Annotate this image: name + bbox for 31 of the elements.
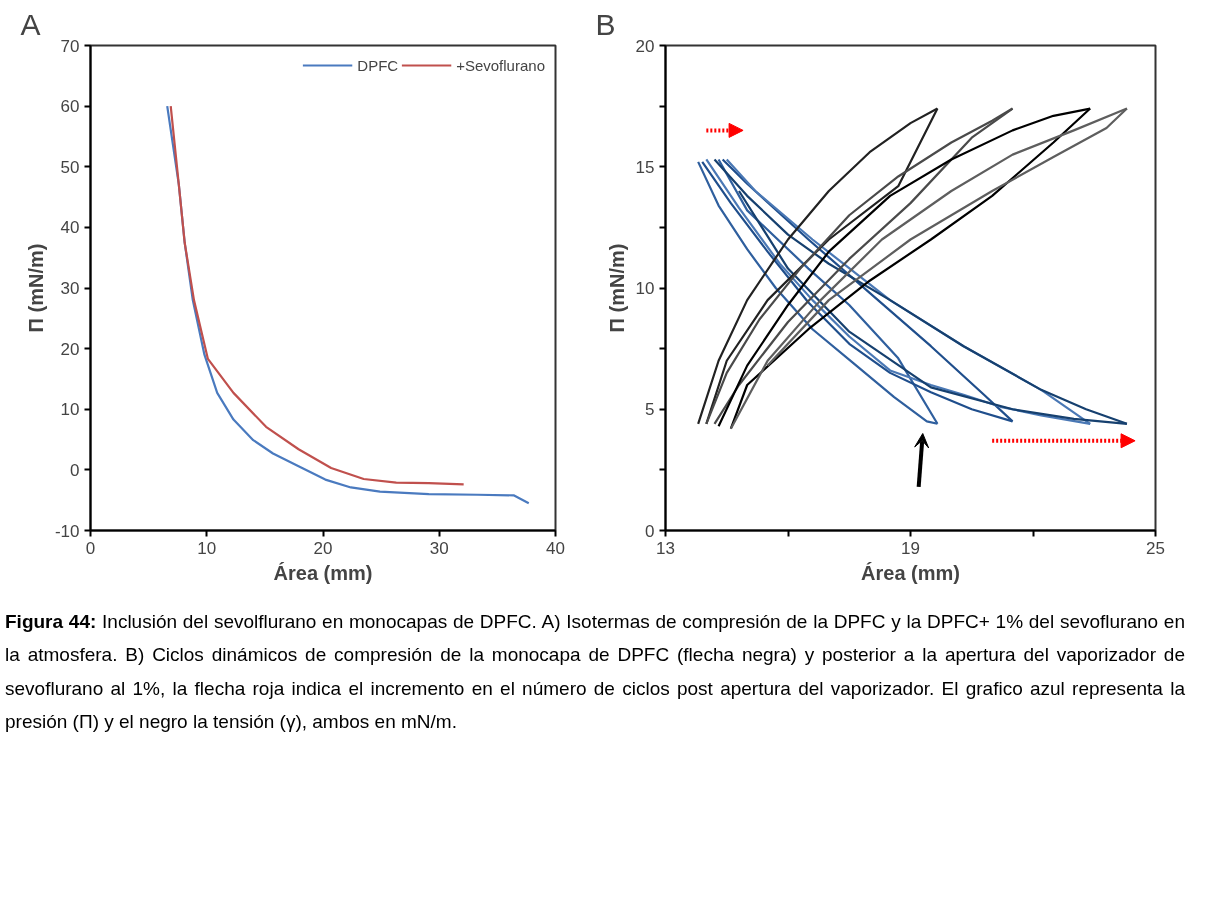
- y-tick-label: 70: [60, 36, 80, 56]
- x-tick-label: 0: [85, 538, 96, 558]
- legend-label: DPFC: [357, 56, 399, 74]
- x-axis-title: Área (mm): [861, 561, 960, 584]
- x-tick-label: 25: [1146, 538, 1165, 558]
- x-tick-label: 10: [197, 538, 217, 558]
- chart-title: B: [595, 7, 616, 41]
- y-tick-label: 20: [60, 339, 80, 359]
- y-tick-label: 60: [60, 97, 80, 117]
- y-axis-title: Π (mN/m): [605, 243, 628, 333]
- y-tick-label: 5: [645, 400, 655, 420]
- text: Figura 44: Inclusión del sevolflurano en monocapas de DPFC. A) Isotermas de compresión de la DPFC y la DPFC+ 1% del sevoflurano en la atmosfera. B) Ciclos dinámicos de compresión de la monocapa de DPFC (flecha negra) y posterior a la apertura del vaporizador de sevoflurano al 1%, la flecha roja indica el incremento en el número de ciclos post apertura del vaporizador. El grafico azul representa la presión (Π) y el negro la tensión (γ), ambos en mN/m.: [5, 610, 1185, 734]
- y-axis-title: Π (mN/m): [24, 243, 47, 333]
- chart-title: A: [20, 7, 41, 41]
- y-tick-label: 20: [635, 36, 655, 56]
- x-tick-label: 40: [546, 538, 565, 558]
- y-tick-label: 10: [60, 400, 80, 420]
- x-tick-label: 20: [313, 538, 333, 558]
- x-axis-title: Área (mm): [273, 561, 373, 584]
- x-tick-label: 30: [429, 538, 449, 558]
- y-tick-label: 50: [60, 157, 80, 177]
- y-tick-label: 15: [635, 157, 655, 177]
- y-tick-label: -10: [54, 521, 80, 541]
- legend-label: +Sevoflurano: [456, 56, 545, 74]
- y-tick-label: 40: [60, 218, 80, 238]
- y-tick-label: 0: [645, 521, 655, 541]
- x-tick-label: 19: [901, 538, 920, 558]
- x-tick-label: 13: [656, 538, 675, 558]
- y-tick-label: 10: [635, 279, 655, 298]
- y-tick-label: 0: [70, 460, 80, 480]
- y-tick-label: 30: [60, 279, 80, 298]
